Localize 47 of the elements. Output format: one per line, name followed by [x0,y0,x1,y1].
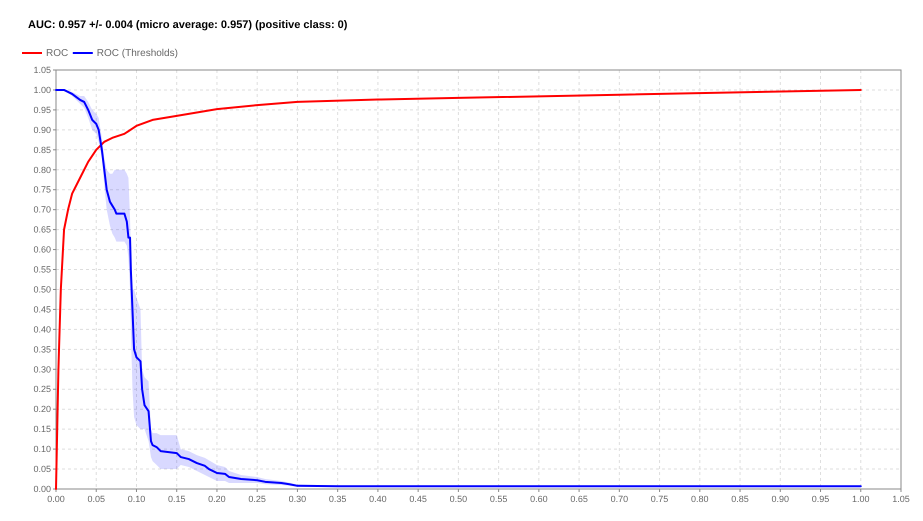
y-tick-label: 0.75 [33,184,51,195]
x-tick-label: 1.00 [852,494,870,504]
y-tick-label: 0.25 [33,384,51,394]
y-tick-label: 0.15 [33,424,51,434]
y-tick-label: 0.45 [33,304,51,314]
y-tick-label: 1.05 [33,65,51,75]
x-tick-label: 0.15 [168,494,186,504]
x-tick-label: 0.95 [812,494,830,504]
x-tick-label: 0.60 [530,494,548,504]
x-tick-label: 1.05 [892,494,910,504]
x-tick-label: 0.20 [208,494,226,504]
x-tick-label: 0.00 [47,494,65,504]
x-tick-label: 0.65 [570,494,588,504]
x-tick-label: 0.40 [369,494,387,504]
x-tick-label: 0.50 [450,494,468,504]
chart-title: AUC: 0.957 +/- 0.004 (micro average: 0.957) (positive class: 0) [28,19,348,31]
x-tick-label: 0.90 [772,494,790,504]
x-tick-label: 0.10 [128,494,146,504]
legend-label: ROC [46,48,68,59]
y-tick-label: 0.10 [33,444,51,454]
y-tick-label: 0.20 [33,404,51,414]
y-tick-label: 0.50 [33,284,51,294]
y-tick-label: 0.05 [33,464,51,474]
y-tick-label: 0.80 [33,164,51,175]
y-tick-label: 0.70 [33,204,51,215]
y-tick-label: 0.30 [33,364,51,374]
y-tick-label: 0.95 [33,104,51,115]
x-tick-label: 0.70 [610,494,628,504]
y-tick-label: 0.00 [33,484,51,494]
x-tick-label: 0.80 [691,494,709,504]
x-tick-label: 0.75 [650,494,668,504]
y-tick-label: 0.65 [33,224,51,235]
x-tick-label: 0.25 [248,494,266,504]
y-tick-label: 1.00 [33,84,51,95]
x-tick-label: 0.55 [490,494,508,504]
legend-label: ROC (Thresholds) [96,48,178,59]
y-tick-label: 0.60 [33,244,51,255]
x-tick-label: 0.45 [409,494,427,504]
x-tick-label: 0.30 [288,494,306,504]
y-tick-label: 0.55 [33,264,51,275]
y-tick-label: 0.90 [33,124,51,135]
y-tick-label: 0.40 [33,324,51,334]
y-tick-label: 0.35 [33,344,51,354]
x-tick-label: 0.05 [87,494,106,504]
x-tick-label: 0.35 [328,494,346,504]
x-tick-label: 0.85 [731,494,749,504]
y-tick-label: 0.85 [33,144,51,155]
